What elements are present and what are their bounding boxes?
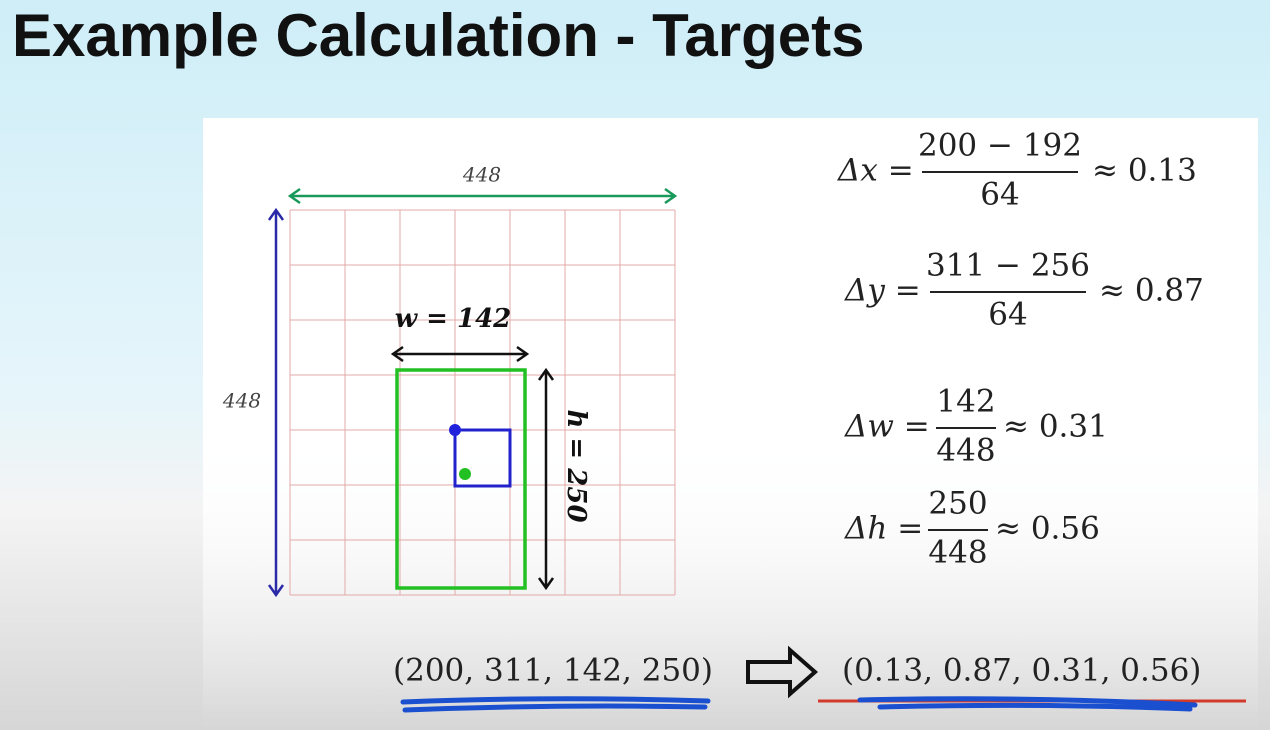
h-label: h = 250	[561, 409, 591, 522]
arrows	[267, 187, 678, 598]
w-label: w = 142	[395, 304, 512, 334]
denominator: 64	[980, 177, 1019, 213]
equation-lhs: Δw =	[844, 409, 930, 445]
equation-lhs: Δh =	[844, 511, 923, 547]
top-label: 448	[462, 163, 501, 187]
denominator: 448	[936, 433, 995, 469]
denominator: 64	[988, 297, 1027, 333]
box-center	[459, 468, 471, 480]
output-underline	[857, 696, 1198, 712]
numerator: 250	[928, 486, 987, 522]
width-arrow	[287, 187, 678, 205]
equation-lhs: Δy =	[844, 273, 921, 309]
input-tuple: (200, 311, 142, 250)	[393, 653, 713, 689]
cell-origin	[449, 424, 461, 436]
ground-truth-box	[395, 368, 527, 590]
output-tuple: (0.13, 0.87, 0.31, 0.56)	[842, 653, 1201, 689]
w-arrow	[390, 345, 530, 363]
title: Example Calculation - Targets	[12, 2, 864, 69]
numerator: 142	[936, 384, 995, 420]
left-label: 448	[222, 389, 261, 413]
result: ≈ 0.31	[1003, 409, 1108, 445]
height-arrow	[267, 207, 285, 598]
numerator: 200 − 192	[918, 128, 1082, 164]
input-underline	[400, 696, 711, 713]
result: ≈ 0.56	[995, 511, 1100, 547]
numerator: 311 − 256	[926, 248, 1090, 284]
h-arrow	[537, 367, 555, 591]
result: ≈ 0.13	[1092, 153, 1197, 189]
denominator: 448	[928, 535, 987, 571]
result: ≈ 0.87	[1099, 273, 1204, 309]
panel	[203, 118, 1258, 730]
equations: Δx =200 − 192 64 ≈ 0.13 Δy =311 − 256 64 ≈ 0.…	[837, 128, 1204, 571]
grid-cell	[453, 428, 512, 488]
equation-lhs: Δx =	[837, 153, 914, 189]
convert-arrow	[746, 645, 819, 699]
